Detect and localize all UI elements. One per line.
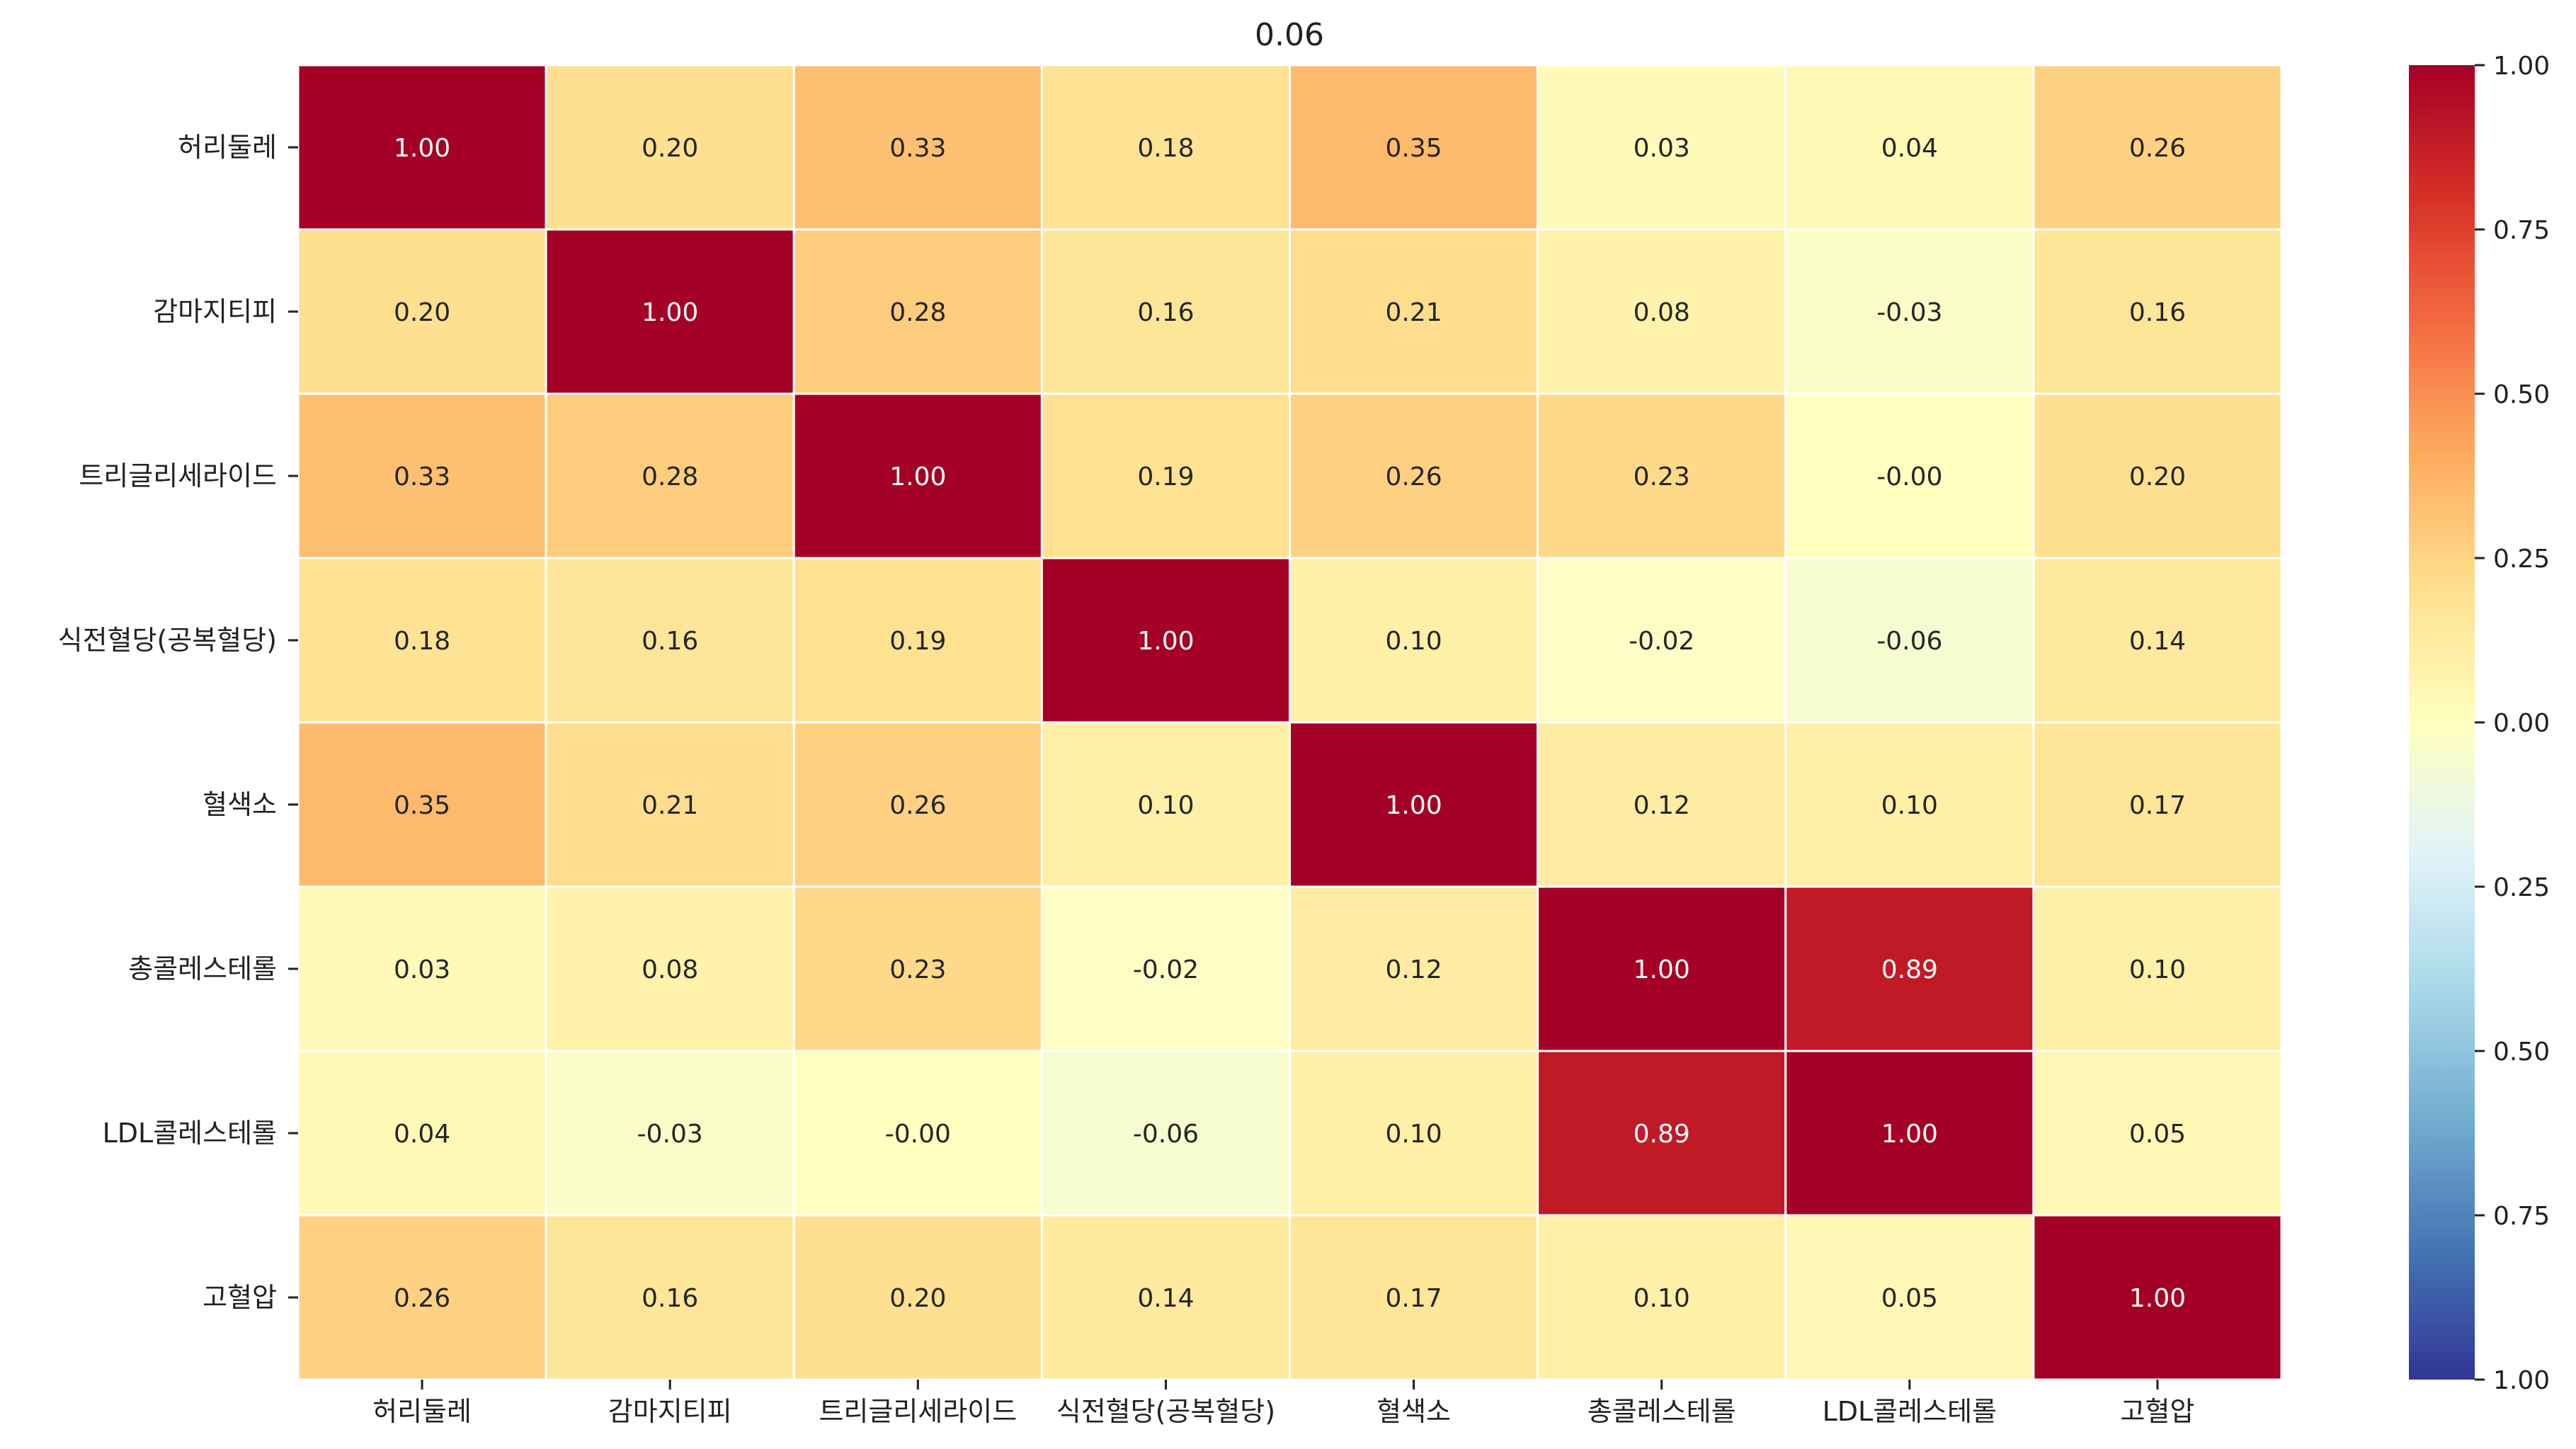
column-tick-label: 총콜레스테롤 [1588,1396,1736,1427]
chart-title: 0.06 [1255,17,1324,53]
cell-value-label: 0.21 [1385,298,1442,327]
colorbar-tick-label: 0.50 [2493,1038,2550,1067]
column-tick-label: 트리글리세라이드 [819,1396,1017,1427]
cell-value-label: 0.16 [642,1284,698,1313]
cell-value-label: 0.35 [394,791,450,820]
cell-value-label: -0.03 [637,1120,703,1149]
heatmap-cells [298,65,2281,1380]
cell-value-label: 0.20 [2129,462,2186,491]
cell-value-label: -0.06 [1133,1120,1199,1149]
cell-value-label: 0.10 [1881,791,1938,820]
cell-value-label: 0.16 [642,627,698,656]
cell-value-label: 0.10 [1634,1284,1690,1313]
cell-value-label: -0.00 [1876,462,1942,491]
cell-value-label: 0.16 [1137,298,1194,327]
cell-value-label: 0.19 [889,627,946,656]
cell-value-label: 0.26 [2129,134,2186,163]
cell-value-label: 0.17 [1385,1284,1442,1313]
cell-value-label: 0.26 [1385,462,1442,491]
cell-value-label: 0.35 [1385,134,1442,163]
column-tick-label: LDL콜레스테롤 [1823,1396,1997,1427]
cell-value-label: 1.00 [1634,955,1690,984]
cell-value-label: 0.23 [889,955,946,984]
cell-value-label: 0.20 [394,298,450,327]
cell-value-label: 0.26 [889,791,946,820]
row-tick-label: 허리둘레 [178,132,277,163]
cell-value-label: -0.06 [1876,627,1942,656]
cell-value-label: -0.02 [1133,955,1199,984]
row-tick-label: 식전혈당(공복혈당) [58,625,277,656]
colorbar-tick-label: 0.75 [2493,216,2550,245]
column-tick-label: 고혈압 [2120,1396,2194,1427]
cell-value-label: 0.28 [642,462,698,491]
cell-value-label: 0.23 [1634,462,1690,491]
cell-value-label: 0.10 [1385,1120,1442,1149]
row-tick-labels: 허리둘레감마지티피트리글리세라이드식전혈당(공복혈당) 혈색소총콜레스테롤 LDL콜… [58,132,298,1313]
cell-value-label: 0.19 [1137,462,1194,491]
colorbar-tick-label: 0.75 [2493,1202,2550,1231]
cell-value-label: 1.00 [1881,1120,1938,1149]
row-tick-label: 감마지티피 [153,296,277,327]
cell-value-label: 1.00 [394,134,450,163]
column-tick-label: 식전혈당(공복혈당) [1056,1396,1275,1427]
colorbar-tick-label: 1.00 [2493,52,2550,81]
column-tick-label: 혈색소 [1377,1396,1451,1427]
column-tick-label: 감마지티피 [608,1396,732,1427]
cell-value-label: 0.10 [1385,627,1442,656]
row-tick-label: LDL콜레스테롤 [103,1118,277,1149]
cell-value-label: 0.14 [1137,1284,1194,1313]
cell-value-label: 1.00 [889,462,946,491]
cell-value-label: -0.00 [885,1120,951,1149]
colorbar-tick-label: 1.00 [2493,1366,2550,1395]
row-tick-label: 트리글리세라이드 [79,460,277,491]
cell-value-label: 0.12 [1634,791,1690,820]
cell-value-label: 0.89 [1634,1120,1690,1149]
colorbar-tick-label: 0.25 [2493,873,2550,902]
colorbar-tick-label: 0.00 [2493,709,2550,738]
cell-value-label: 0.17 [2129,791,2186,820]
cell-value-label: 0.28 [889,298,946,327]
column-tick-labels: 허리둘레 감마지티피 트리글리세라이드 식전혈당(공복혈당) 혈색소 총콜레스테롤 LDL콜… [372,1380,2194,1427]
cell-value-label: 0.05 [1881,1284,1938,1313]
cell-value-label: 0.03 [1634,134,1690,163]
cell-value-label: 0.03 [394,955,450,984]
row-tick-label: 총콜레스테롤 [128,953,277,984]
cell-value-label: 0.10 [2129,955,2186,984]
cell-value-label: 0.89 [1881,955,1938,984]
cell-value-label: 1.00 [642,298,698,327]
cell-value-label: 1.00 [1137,627,1194,656]
colorbar-tick-label: 0.25 [2493,545,2550,574]
cell-value-label: 1.00 [1385,791,1442,820]
cell-value-label: 0.08 [1634,298,1690,327]
cell-value-label: 0.10 [1137,791,1194,820]
cell-value-label: 0.18 [1137,134,1194,163]
column-tick-label: 허리둘레 [372,1396,472,1427]
cell-value-label: -0.03 [1876,298,1942,327]
cell-value-label: 1.00 [2129,1284,2186,1313]
cell-value-label: 0.14 [2129,627,2186,656]
colorbar: 1.00 0.75 0.50 0.25 0.00 0.25 0.50 0.75 1.00 [2409,52,2550,1395]
cell-value-label: 0.33 [394,462,450,491]
row-tick-label: 혈색소 [203,789,277,820]
cell-value-label: 0.12 [1385,955,1442,984]
cell-value-label: 0.26 [394,1284,450,1313]
cell-value-label: 0.04 [394,1120,450,1149]
row-tick-label: 고혈압 [203,1282,277,1313]
colorbar-tick-label: 0.50 [2493,380,2550,409]
cell-value-label: 0.08 [642,955,698,984]
cell-value-label: 0.21 [642,791,698,820]
colorbar-gradient [2409,65,2475,1380]
cell-value-label: 0.20 [889,1284,946,1313]
cell-value-label: 0.18 [394,627,450,656]
cell-value-label: -0.02 [1629,627,1694,656]
cell-value-label: 0.20 [642,134,698,163]
cell-value-label: 0.04 [1881,134,1938,163]
cell-value-label: 0.16 [2129,298,2186,327]
cell-value-label: 0.05 [2129,1120,2186,1149]
cell-value-label: 0.33 [889,134,946,163]
